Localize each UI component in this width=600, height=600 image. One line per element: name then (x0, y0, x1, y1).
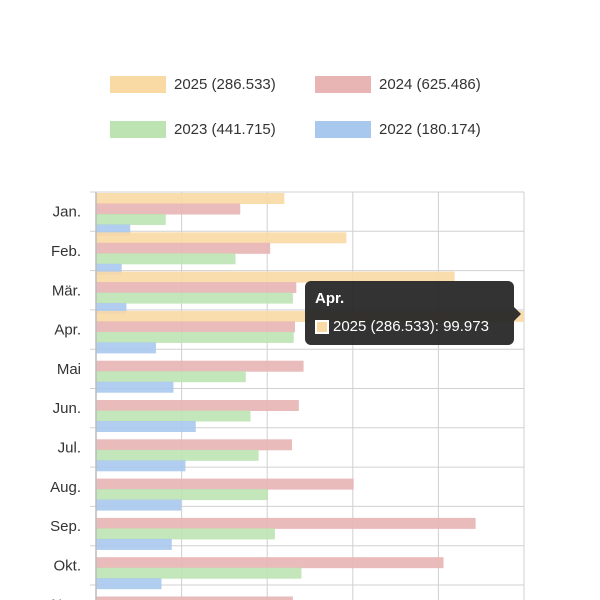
bar-2022-mai (96, 381, 174, 393)
y-tick-label: Nov. (51, 597, 81, 600)
bar-2024-mär (96, 282, 297, 294)
legend-swatch-2023 (110, 120, 166, 138)
bar-2025-mär (96, 271, 455, 283)
bar-2023-feb (96, 253, 236, 265)
y-tick-label: Sep. (50, 518, 81, 535)
bar-2023-jul (96, 449, 259, 461)
y-tick-label: Aug. (50, 479, 81, 496)
legend-swatch-2025 (110, 75, 166, 93)
chart-legend: 2025 (286.533) 2024 (625.486) 2023 (441.… (0, 0, 600, 170)
bar-2025-feb (96, 232, 347, 244)
y-tick-label: Jan. (53, 204, 81, 221)
bar-2025-jan (96, 193, 285, 204)
y-tick-label: Jun. (53, 400, 81, 417)
bar-2022-feb (96, 263, 122, 275)
bar-2023-apr (96, 331, 294, 343)
bar-2022-okt (96, 578, 162, 590)
legend-swatch-2022 (315, 120, 371, 138)
bar-2024-sep (96, 517, 476, 529)
legend-item-2024[interactable]: 2024 (625.486) (315, 74, 481, 94)
legend-swatch-2024 (315, 75, 371, 93)
bar-2024-apr (96, 321, 296, 333)
legend-label-2023: 2023 (441.715) (174, 120, 276, 138)
legend-label-2025: 2025 (286.533) (174, 75, 276, 93)
chart-tooltip: Apr. 2025 (286.533): 99.973 (305, 281, 521, 345)
legend-item-2023[interactable]: 2023 (441.715) (110, 119, 276, 139)
bar-2024-okt (96, 557, 444, 569)
bar-2023-mär (96, 292, 293, 304)
bar-2023-sep (96, 528, 275, 540)
bar-2022-apr (96, 342, 156, 354)
bar-2022-sep (96, 538, 172, 550)
bar-2023-mai (96, 371, 246, 383)
bar-2024-feb (96, 242, 271, 254)
tooltip-text: 2025 (286.533): 99.973 (333, 318, 489, 335)
y-tick-label: Okt. (53, 557, 81, 574)
legend-label-2024: 2024 (625.486) (379, 75, 481, 93)
tooltip-title: Apr. (315, 290, 345, 307)
bar-2023-aug (96, 489, 269, 501)
bar-2022-jun (96, 421, 196, 432)
y-tick-label: Mai (57, 361, 81, 378)
bar-2024-nov (96, 596, 293, 600)
bar-2022-mär (96, 303, 127, 315)
bar-2024-jun (96, 400, 299, 411)
legend-item-2025[interactable]: 2025 (286.533) (110, 74, 276, 94)
bar-2022-jan (96, 224, 131, 236)
bar-2024-aug (96, 478, 354, 490)
bar-2022-aug (96, 499, 182, 511)
y-tick-label: Apr. (54, 322, 81, 339)
y-tick-label: Mär. (52, 282, 81, 299)
legend-label-2022: 2022 (180.174) (379, 120, 481, 138)
y-tick-label: Feb. (51, 243, 81, 260)
bar-2023-jun (96, 410, 251, 422)
legend-item-2022[interactable]: 2022 (180.174) (315, 119, 481, 139)
bar-2024-mai (96, 360, 304, 372)
tooltip-swatch (315, 320, 329, 334)
bar-2023-okt (96, 567, 302, 579)
bar-2023-jan (96, 214, 166, 225)
tooltip-row: 2025 (286.533): 99.973 (315, 318, 504, 336)
y-tick-label: Jul. (58, 439, 81, 456)
bar-2024-jul (96, 439, 293, 451)
bar-2022-jul (96, 460, 186, 472)
bar-2024-jan (96, 203, 241, 215)
